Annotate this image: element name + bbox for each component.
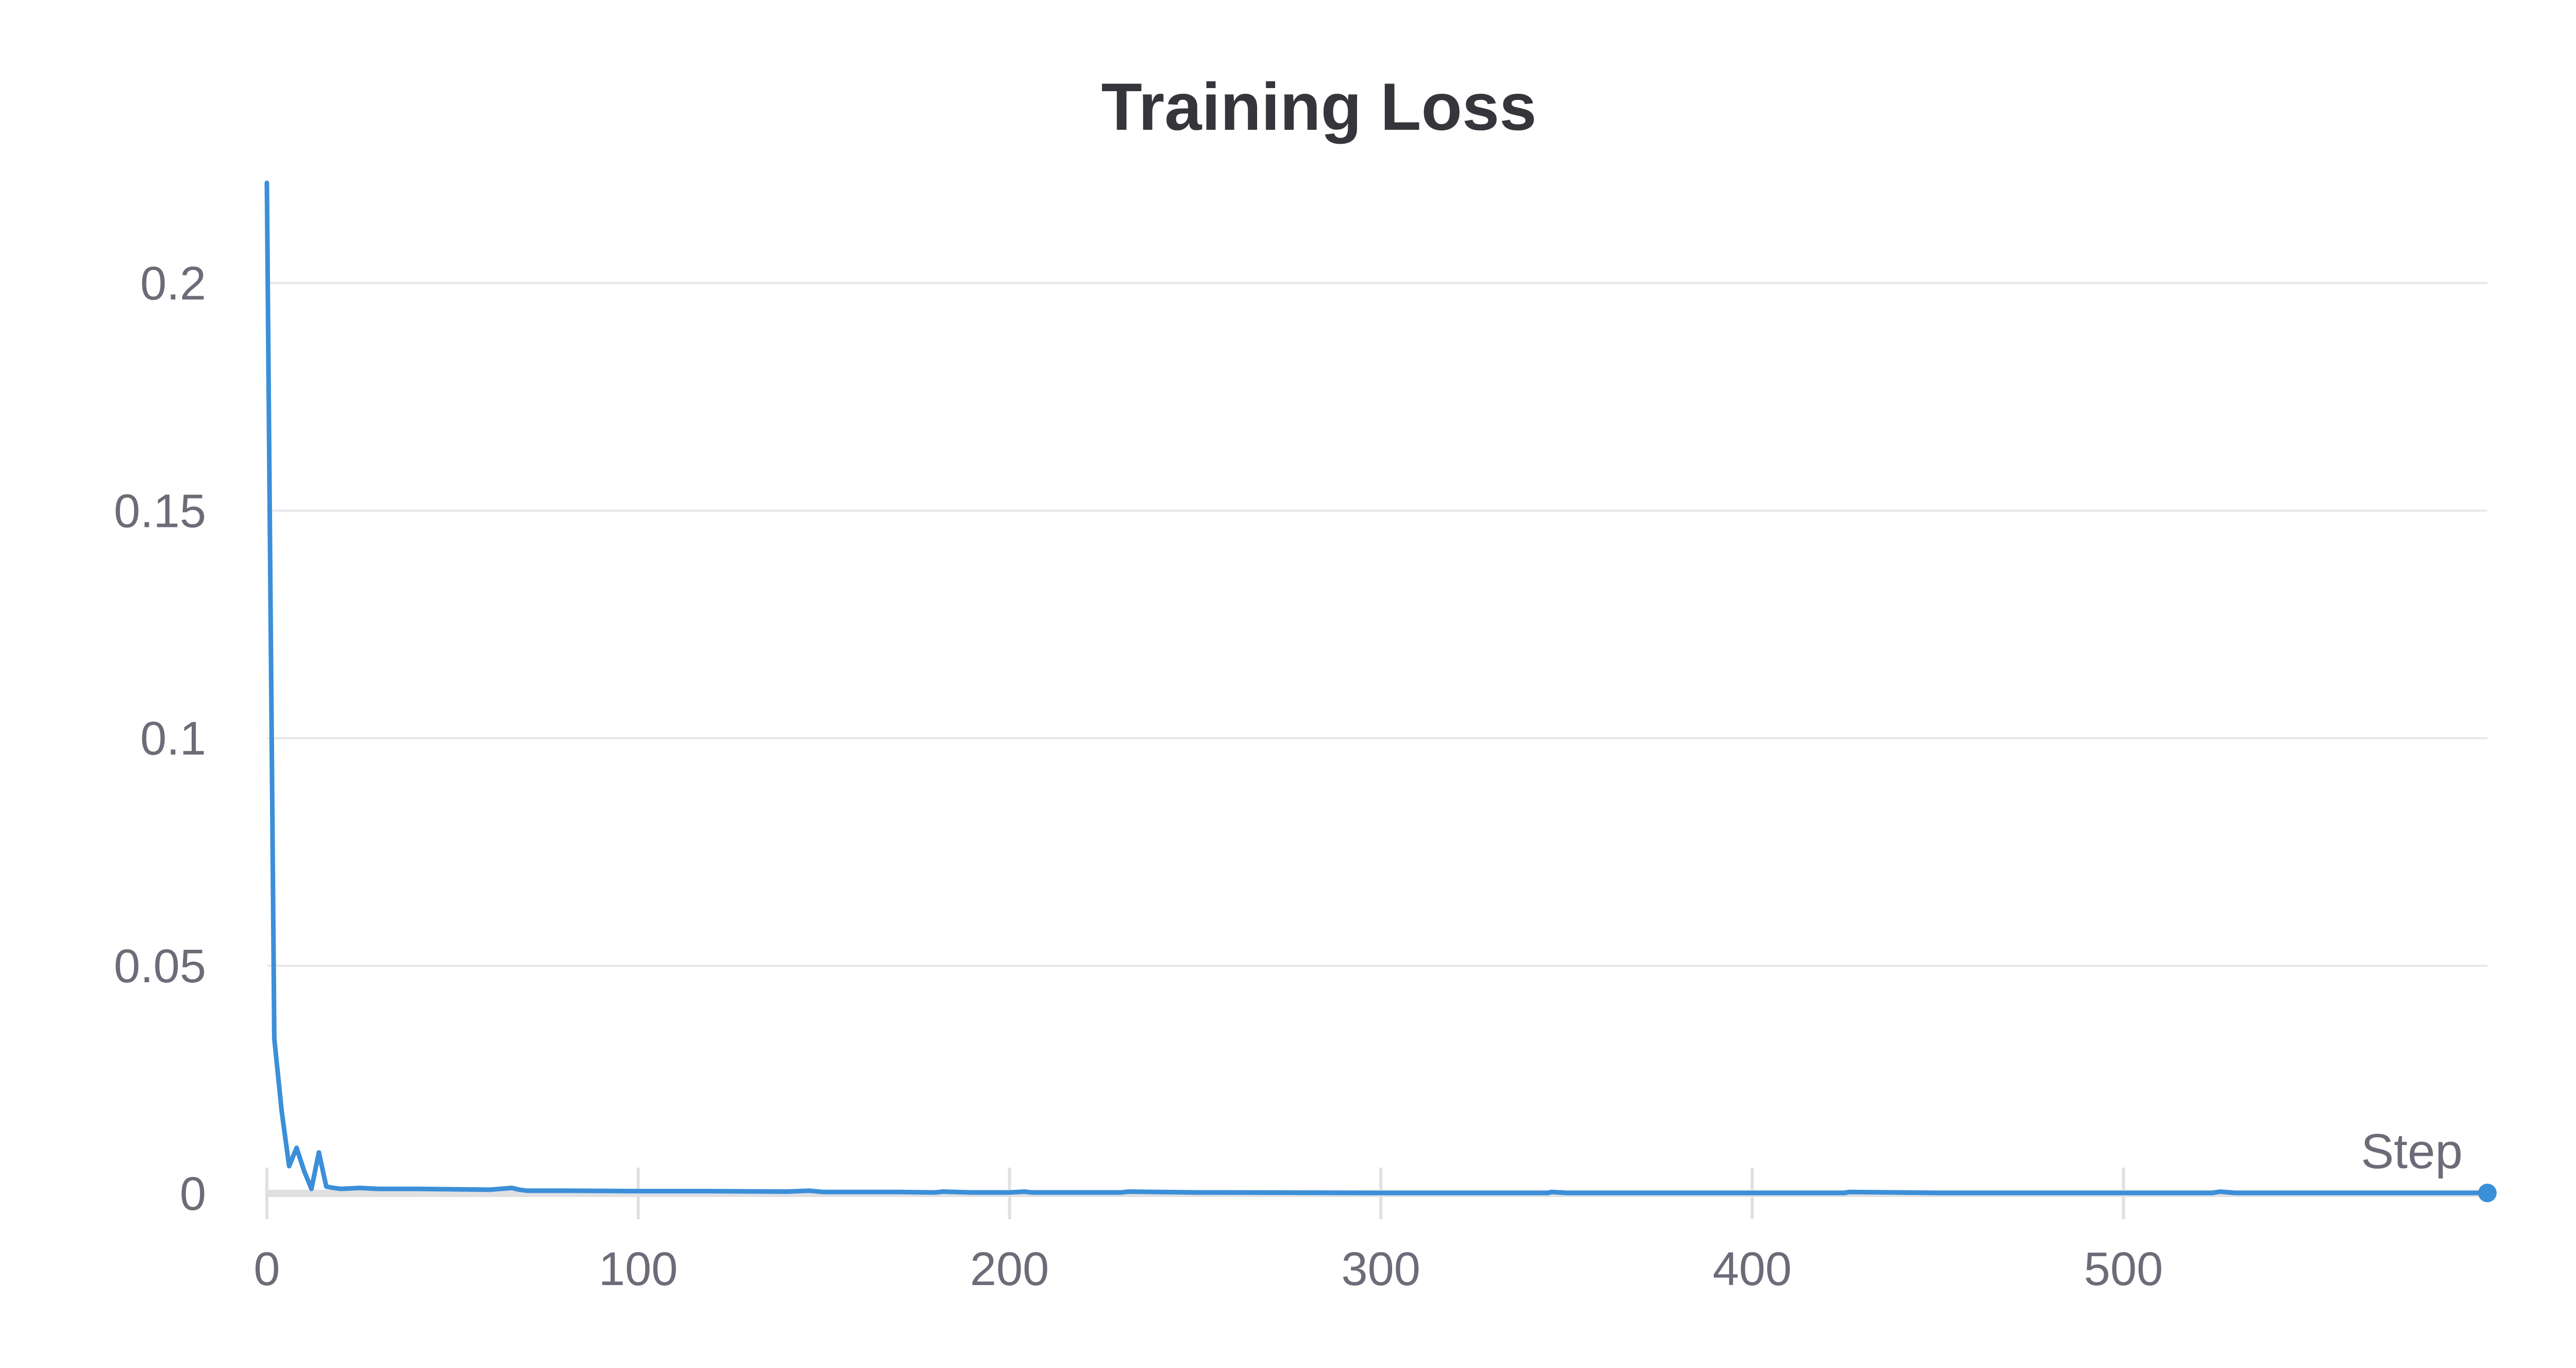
x-tick-label: 0: [253, 1243, 280, 1295]
x-tick-label: 200: [970, 1243, 1049, 1295]
x-axis-tick-labels: 0 100 200 300 400 500: [253, 1243, 2163, 1295]
chart-title: Training Loss: [1101, 69, 1536, 144]
y-tick-label: 0.05: [114, 940, 206, 993]
grid-lines: [267, 283, 2487, 966]
y-tick-label: 0.15: [114, 485, 206, 537]
y-tick-label: 0: [180, 1168, 206, 1220]
x-tick-label: 100: [599, 1243, 678, 1295]
series-layer: [267, 183, 2497, 1202]
x-tick-label: 400: [1713, 1243, 1792, 1295]
y-axis-tick-labels: 0 0.05 0.1 0.15 0.2: [114, 257, 206, 1220]
loss-series-line: [267, 183, 2487, 1193]
y-tick-label: 0.1: [140, 712, 206, 765]
y-tick-label: 0.2: [140, 257, 206, 310]
series-end-point: [2478, 1184, 2497, 1202]
x-axis-label: Step: [2361, 1124, 2463, 1179]
x-tick-label: 300: [1341, 1243, 1420, 1295]
x-tick-label: 500: [2084, 1243, 2163, 1295]
